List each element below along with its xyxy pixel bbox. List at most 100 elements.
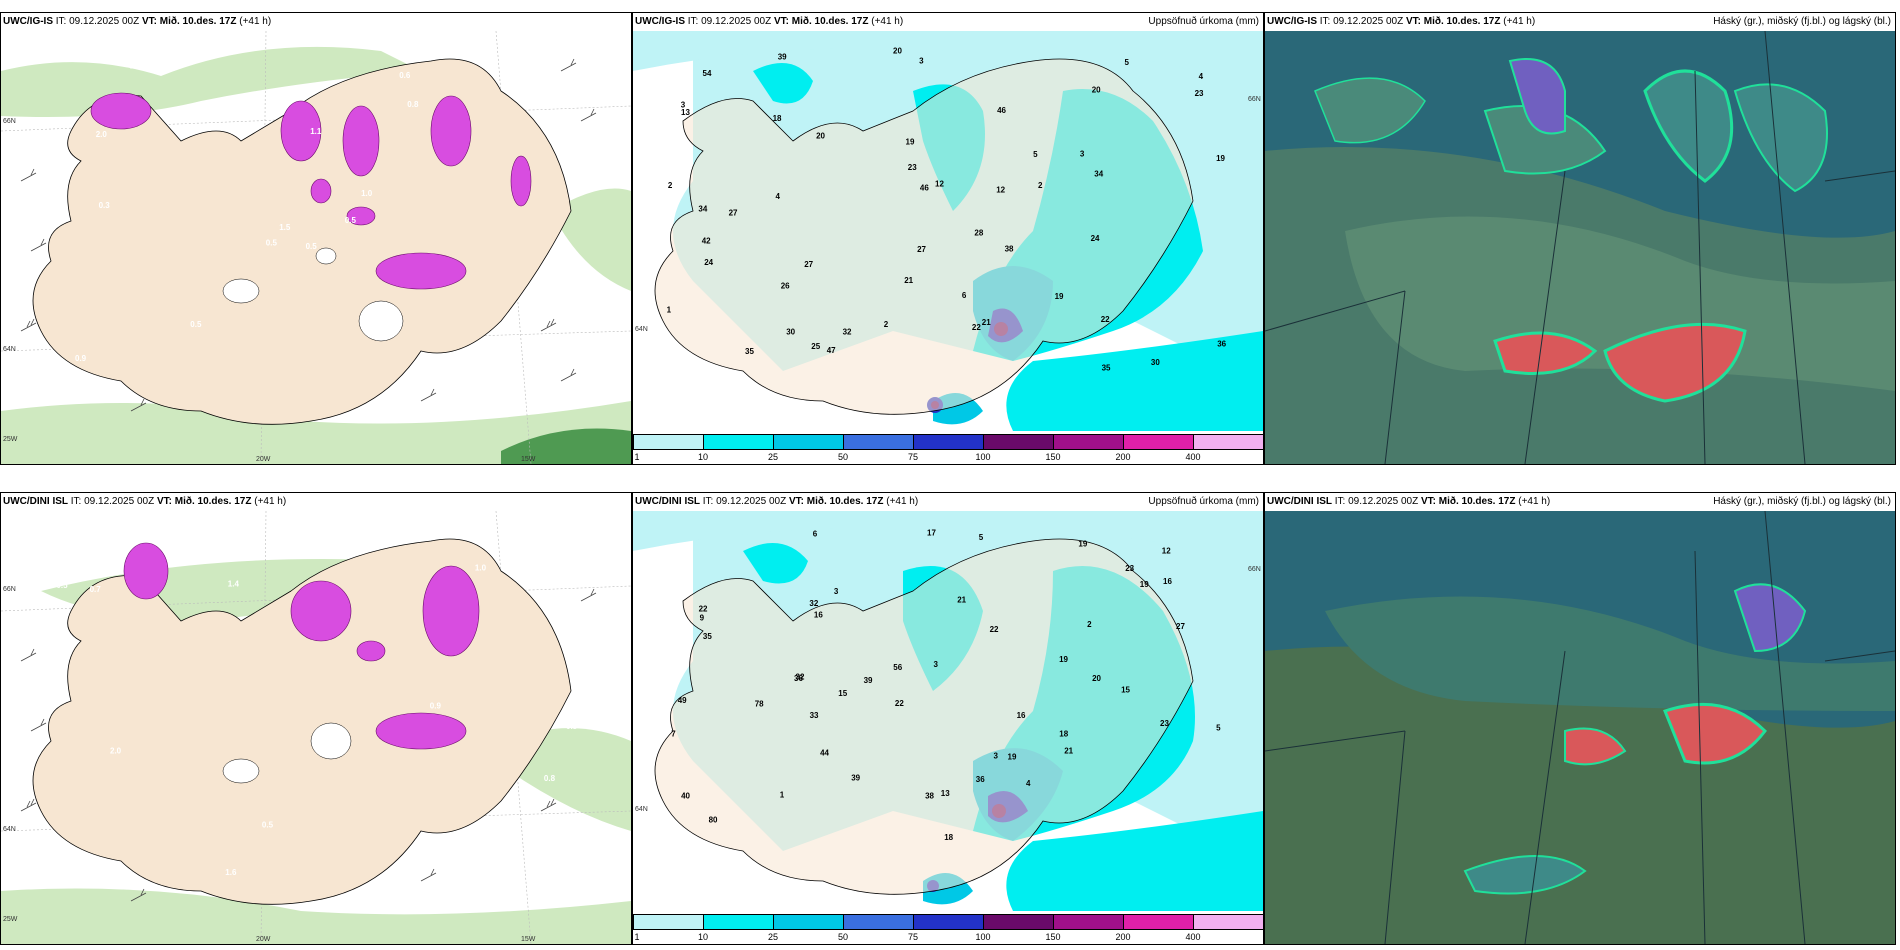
colorbar-segment [633,434,704,450]
value-label: 19 [1140,580,1149,589]
panel-dini-precip: UWC/DINI ISL IT: 09.12.2025 00Z VT: Mið.… [632,492,1264,945]
lon-label: 25W [3,436,18,443]
lead-time: (+41 h) [254,496,287,507]
value-label: 2 [1087,620,1092,629]
colorbar-segment [1053,434,1124,450]
valid-time: Mið. 10.des. 17Z [159,16,237,27]
value-label: 39 [851,773,860,782]
value-label: 9 [700,614,705,623]
value-label: 22 [699,605,708,614]
panel-header: UWC/DINI ISL IT: 09.12.2025 00Z VT: Mið.… [1,493,631,511]
value-label: 7 [671,729,676,738]
init-time: IT: 09.12.2025 00Z [1334,496,1419,507]
value-label: 4 [776,192,781,201]
value-label: 16 [1163,577,1172,586]
value-label: 33 [810,711,819,720]
value-label: 42 [702,237,711,246]
valid-time: Mið. 10.des. 17Z [806,496,884,507]
field-title: Uppsöfnuð úrkoma (mm) [1148,496,1259,507]
value-label: 0.6 [399,71,411,80]
colorbar-tick-label: 10 [697,452,709,462]
value-label: 2 [668,181,673,190]
model-name: UWC/IG-IS [1267,16,1317,27]
valid-time-label: VT: [156,496,172,507]
value-label: 27 [917,245,926,254]
value-label: 18 [1059,729,1068,738]
panel-igis-wind: UWC/IG-IS IT: 09.12.2025 00Z VT: Mið. 10… [0,12,632,465]
colorbar-tick-label: 25 [767,932,779,942]
value-label: 0.5 [266,238,278,247]
lat-label: 66N [1248,96,1261,103]
colorbar: 1 10 25 50 75 100 150 200 400 [633,914,1263,944]
lon-label: 20W [256,456,271,463]
value-label: 1.1 [310,127,322,136]
lat-label: 66N [3,586,16,593]
colorbar-tick-label: 1 [634,932,640,942]
value-label: 12 [935,180,944,189]
colorbar-tick-label: 400 [1185,452,1201,462]
panel-igis-cloud: UWC/IG-IS IT: 09.12.2025 00Z VT: Mið. 10… [1264,12,1896,465]
value-label: 4 [1199,72,1204,81]
value-label: 80 [709,816,718,825]
init-time: IT: 09.12.2025 00Z [1319,16,1404,27]
value-label: 3 [919,57,924,66]
value-label: 23 [1125,564,1134,573]
value-label: 32 [796,673,805,682]
field-title: Háský (gr.), miðský (fj.bl.) og lágský (… [1713,496,1891,507]
value-label: 16 [1017,711,1026,720]
value-label: 46 [920,184,929,193]
colorbar-tick-label: 75 [907,932,919,942]
value-label: 35 [745,347,754,356]
colorbar-segment [1193,434,1263,450]
colorbar-segment [1123,914,1194,930]
value-label: 36 [794,674,803,683]
value-label: 4 [1026,779,1031,788]
value-label: 20 [816,132,825,141]
panel-header: UWC/IG-IS IT: 09.12.2025 00Z VT: Mið. 10… [1265,13,1895,31]
value-label: 1.4 [228,580,240,589]
value-label: 13 [941,789,950,798]
value-label: 21 [904,276,913,285]
colorbar-segment [703,914,774,930]
value-label: 28 [974,229,983,238]
lat-label: 66N [1248,566,1261,573]
value-label: 38 [1005,245,1014,254]
valid-time-label: VT: [1420,496,1436,507]
value-label: 20 [893,47,902,56]
value-label: 54 [703,69,712,78]
colorbar-tick-label: 200 [1115,932,1131,942]
init-time: IT: 09.12.2025 00Z [70,496,155,507]
value-label: 0.5 [345,216,357,225]
value-label: 5 [1216,724,1221,733]
colorbar-segment [983,434,1054,450]
value-label: 46 [997,106,1006,115]
init-time: IT: 09.12.2025 00Z [55,16,140,27]
value-label: 0.5 [56,581,68,590]
value-label: 30 [786,328,795,337]
valid-time: Mið. 10.des. 17Z [1423,16,1501,27]
colorbar-segment [983,914,1054,930]
panel-dini-wind: UWC/DINI ISL IT: 09.12.2025 00Z VT: Mið.… [0,492,632,945]
value-label: 39 [864,676,873,685]
value-label: 39 [778,53,787,62]
value-label: 16 [814,611,823,620]
value-label: 3 [994,751,999,760]
lon-label: 15W [521,936,536,943]
value-label: 1.5 [56,659,68,668]
colorbar-segment [843,914,914,930]
map-wind-snow: 66N 64N 25W 20W 15W 0.52.01.50.91.00.50.… [1,31,631,464]
value-label: 1 [667,306,672,315]
value-label: 56 [893,663,902,672]
value-label: 0.9 [75,354,87,363]
value-label: 18 [944,833,953,842]
map-cloud [1265,511,1895,944]
value-label: 27 [804,260,813,269]
panel-header: UWC/IG-IS IT: 09.12.2025 00Z VT: Mið. 10… [1,13,631,31]
value-label: 1.0 [475,564,487,573]
value-label: 3 [934,660,939,669]
panel-dini-cloud: UWC/DINI ISL IT: 09.12.2025 00Z VT: Mið.… [1264,492,1896,945]
value-label: 12 [1162,547,1171,556]
value-label: 30 [1151,358,1160,367]
value-label: 36 [1217,340,1226,349]
